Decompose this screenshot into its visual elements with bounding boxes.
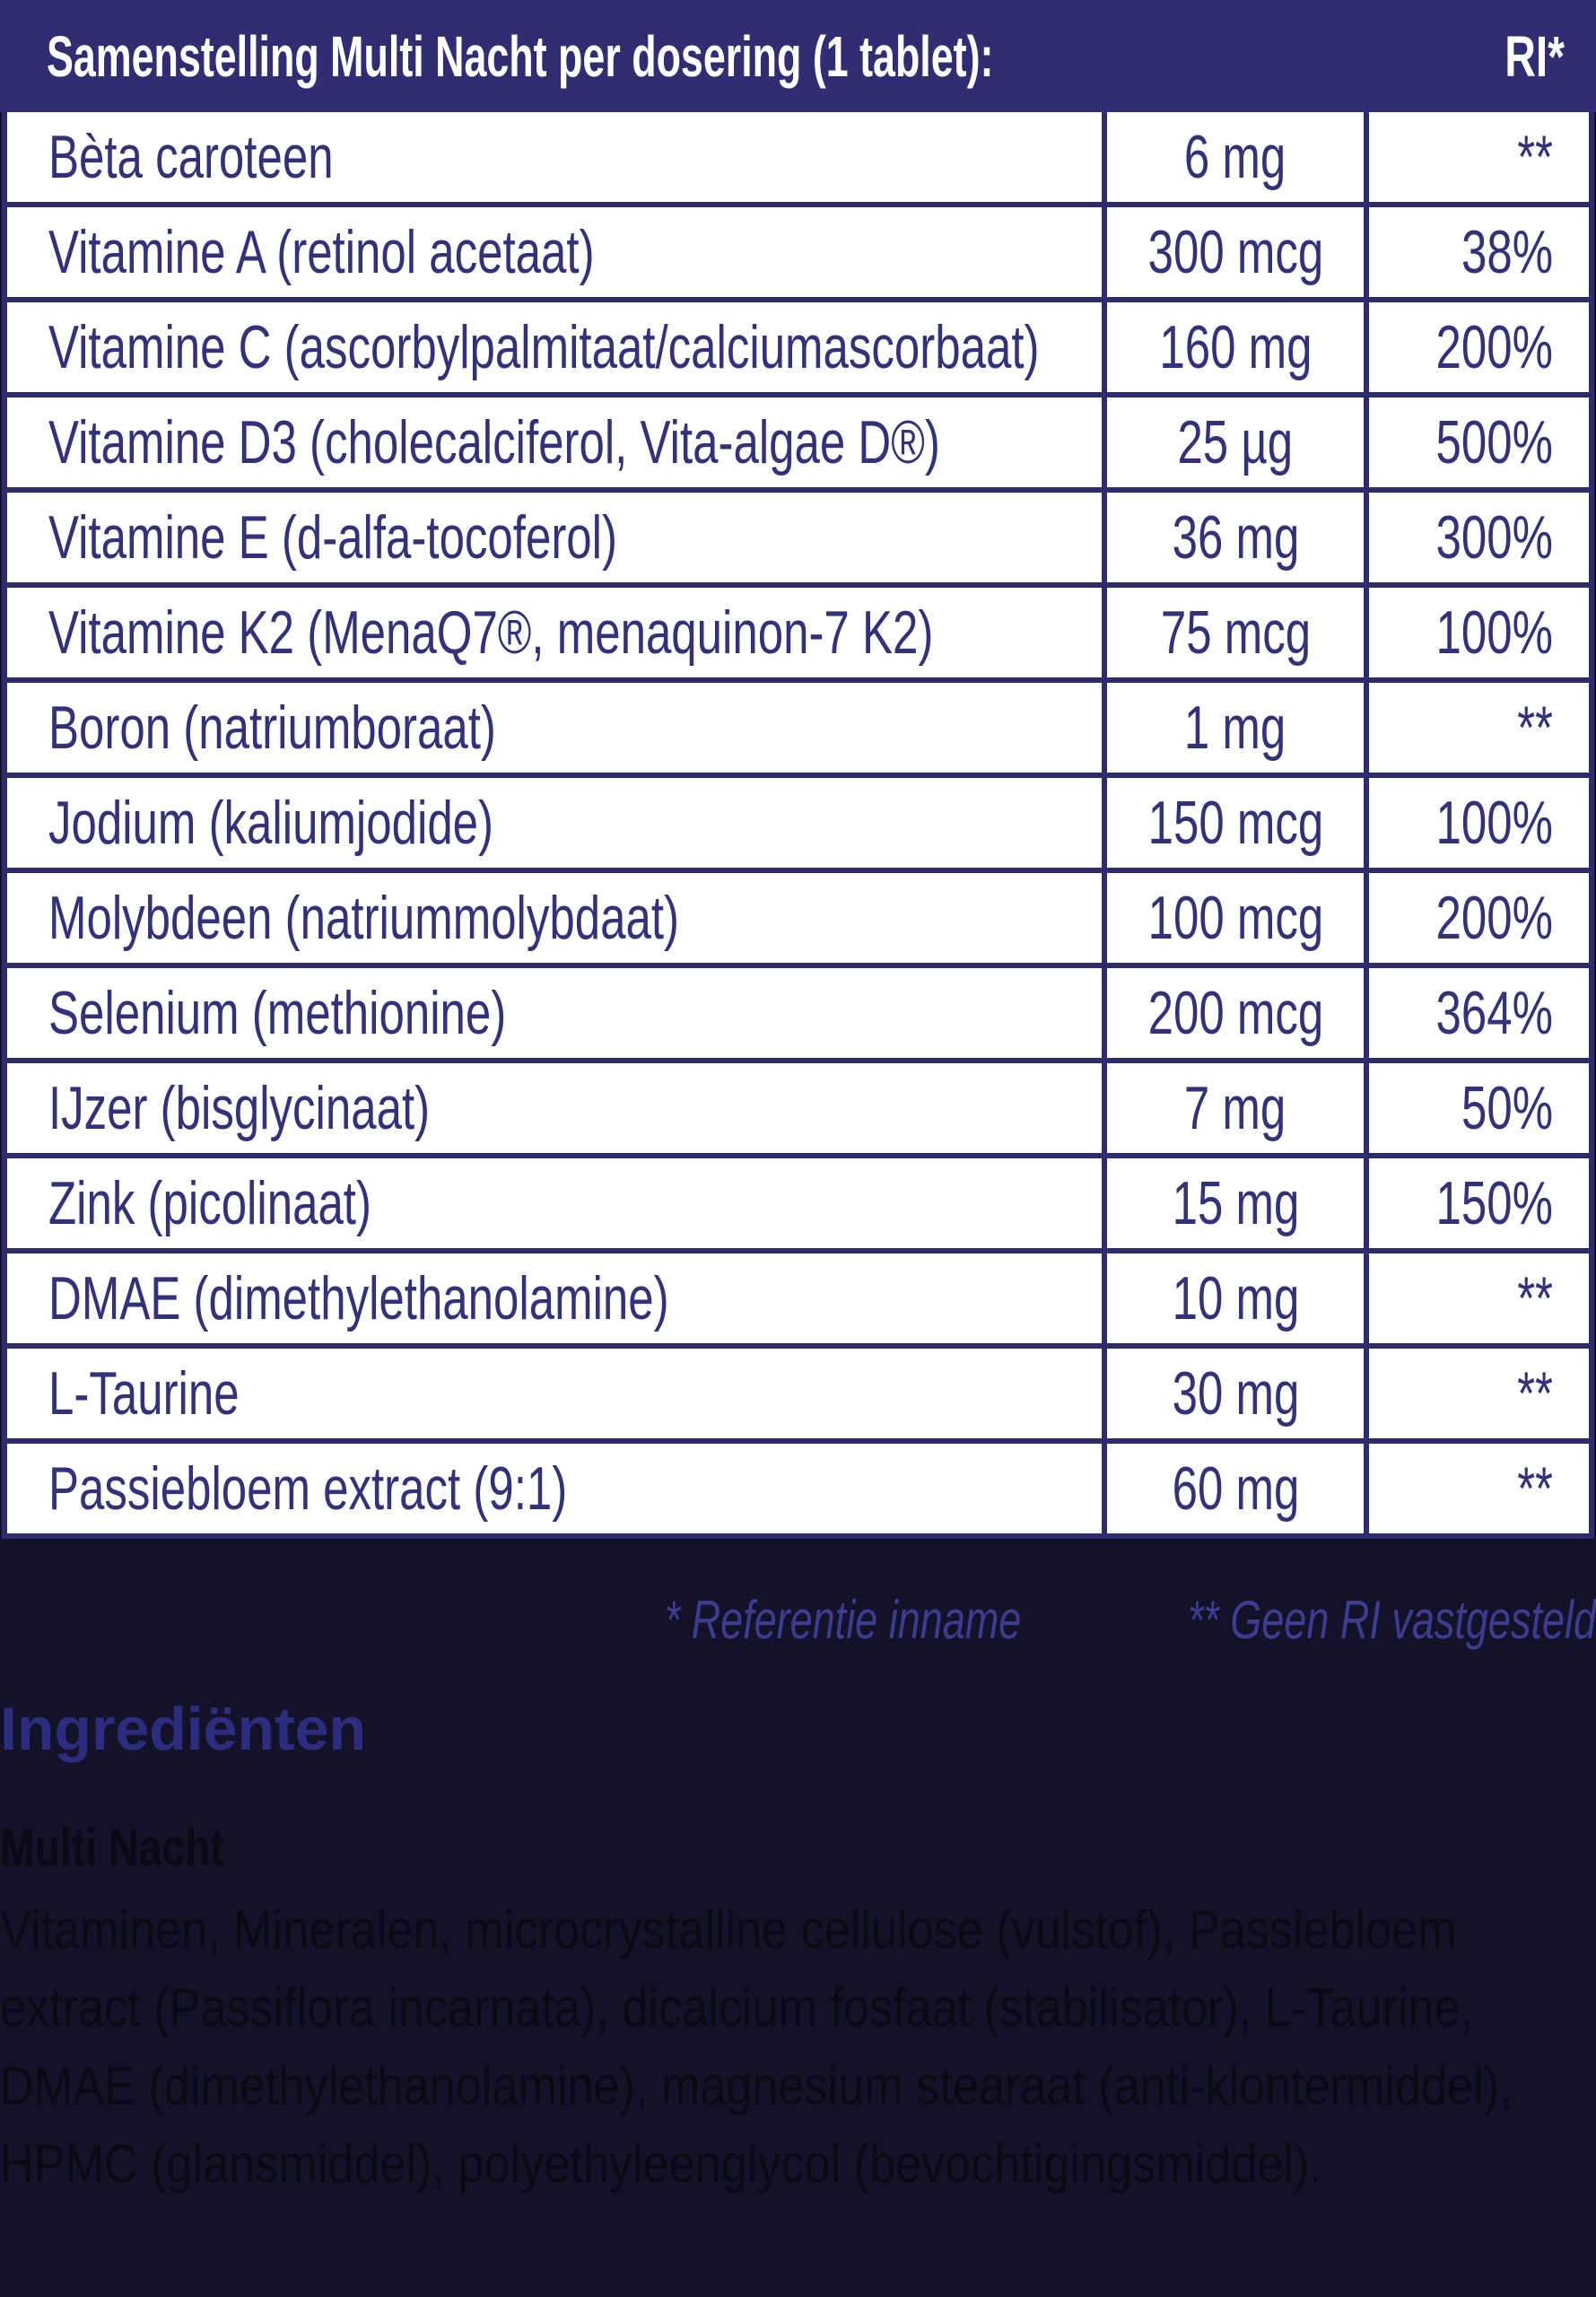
ingredient-name: DMAE (dimethylethanolamine) (48, 1264, 669, 1332)
label-footer-section: * Referentie inname ** Geen RI vastgestel… (0, 1539, 1596, 2203)
ingredients-list-text: Vitaminen, Mineralen, microcrystalline c… (0, 1900, 1513, 2194)
ingredient-ri: 500% (1364, 397, 1589, 487)
ingredient-ri: 38% (1364, 207, 1589, 297)
no-ri-note: ** Geen RI vastgesteld (1187, 1590, 1596, 1650)
ingredient-name: Vitamine C (ascorbylpalmitaat/calciumasc… (48, 313, 1040, 381)
table-row: Vitamine K2 (MenaQ7®, menaquinon-7 K2) 7… (7, 582, 1589, 677)
ingredient-amount: 150 mcg (1102, 778, 1364, 868)
ingredient-ri: 100% (1364, 778, 1589, 868)
composition-table: Bèta caroteen 6 mg ** Vitamine A (retino… (2, 112, 1594, 1539)
ingredient-name: Boron (natriumboraat) (48, 694, 496, 762)
ingredient-amount: 100 mcg (1102, 873, 1364, 963)
ingredient-name: Zink (picolinaat) (48, 1169, 371, 1237)
ingredient-ri: ** (1364, 1253, 1589, 1343)
table-title: Samenstelling Multi Nacht per dosering (… (47, 23, 994, 89)
ingredient-ri: 50% (1364, 1063, 1589, 1153)
ingredient-ri: 200% (1364, 302, 1589, 392)
ingredient-amount: 15 mg (1102, 1158, 1364, 1248)
table-row: Selenium (methionine) 200 mcg 364% (7, 963, 1589, 1058)
ingredient-amount: 300 mcg (1102, 207, 1364, 297)
ingredient-ri: ** (1364, 683, 1589, 773)
ingredient-amount: 1 mg (1102, 683, 1364, 773)
ingredient-ri: 150% (1364, 1158, 1589, 1248)
table-row: DMAE (dimethylethanolamine) 10 mg ** (7, 1248, 1589, 1343)
ingredient-amount: 60 mg (1102, 1444, 1364, 1533)
ingredient-amount: 30 mg (1102, 1349, 1364, 1438)
ingredient-name: Vitamine D3 (cholecalciferol, Vita-algae… (48, 408, 940, 476)
table-header: Samenstelling Multi Nacht per dosering (… (0, 0, 1596, 112)
ingredient-ri: 100% (1364, 588, 1589, 677)
ingredient-amount: 6 mg (1102, 112, 1364, 202)
table-row: Vitamine A (retinol acetaat) 300 mcg 38% (7, 202, 1589, 297)
table-row: L-Taurine 30 mg ** (7, 1343, 1589, 1438)
ingredient-ri: 364% (1364, 968, 1589, 1058)
ingredient-amount: 7 mg (1102, 1063, 1364, 1153)
ingredient-name: Selenium (methionine) (48, 979, 507, 1047)
ingredient-ri: ** (1364, 112, 1589, 202)
ingredient-amount: 36 mg (1102, 493, 1364, 582)
table-row: Bèta caroteen 6 mg ** (7, 112, 1589, 202)
table-row: Molybdeen (natriummolybdaat) 100 mcg 200… (7, 868, 1589, 963)
table-row: Passiebloem extract (9:1) 60 mg ** (7, 1438, 1589, 1533)
ingredient-name: Vitamine A (retinol acetaat) (48, 218, 595, 286)
table-row: Vitamine D3 (cholecalciferol, Vita-algae… (7, 392, 1589, 487)
ingredient-amount: 25 µg (1102, 397, 1364, 487)
ingredient-ri: ** (1364, 1349, 1589, 1438)
ingredient-name: L-Taurine (48, 1359, 240, 1428)
table-row: Zink (picolinaat) 15 mg 150% (7, 1153, 1589, 1248)
ingredient-name: IJzer (bisglycinaat) (48, 1074, 431, 1142)
ingredient-ri: 200% (1364, 873, 1589, 963)
ingredient-amount: 200 mcg (1102, 968, 1364, 1058)
ri-column-header: RI* (1504, 23, 1565, 89)
table-row: Boron (natriumboraat) 1 mg ** (7, 677, 1589, 773)
ingredient-amount: 75 mcg (1102, 588, 1364, 677)
ingredient-name: Jodium (kaliumjodide) (48, 789, 494, 857)
ri-reference-note: * Referentie inname (664, 1590, 1021, 1650)
table-row: Vitamine C (ascorbylpalmitaat/calciumasc… (7, 297, 1589, 392)
ingredient-ri: 300% (1364, 493, 1589, 582)
ingredient-amount: 160 mg (1102, 302, 1364, 392)
table-row: Jodium (kaliumjodide) 150 mcg 100% (7, 773, 1589, 868)
table-row: Vitamine E (d-alfa-tocoferol) 36 mg 300% (7, 487, 1589, 582)
table-row: IJzer (bisglycinaat) 7 mg 50% (7, 1058, 1589, 1153)
reference-footnote: * Referentie inname ** Geen RI vastgestel… (0, 1591, 1596, 1650)
product-name: Multi Nacht (0, 1819, 225, 1877)
ingredient-name: Vitamine E (d-alfa-tocoferol) (48, 503, 617, 572)
ingredients-heading: Ingrediënten (0, 1695, 367, 1763)
ingredient-name: Vitamine K2 (MenaQ7®, menaquinon-7 K2) (48, 598, 934, 667)
ingredient-name: Molybdeen (natriummolybdaat) (48, 884, 679, 952)
ingredient-name: Passiebloem extract (9:1) (48, 1454, 568, 1523)
ingredient-ri: ** (1364, 1444, 1589, 1533)
ingredient-amount: 10 mg (1102, 1253, 1364, 1343)
ingredient-name: Bèta caroteen (48, 123, 334, 191)
